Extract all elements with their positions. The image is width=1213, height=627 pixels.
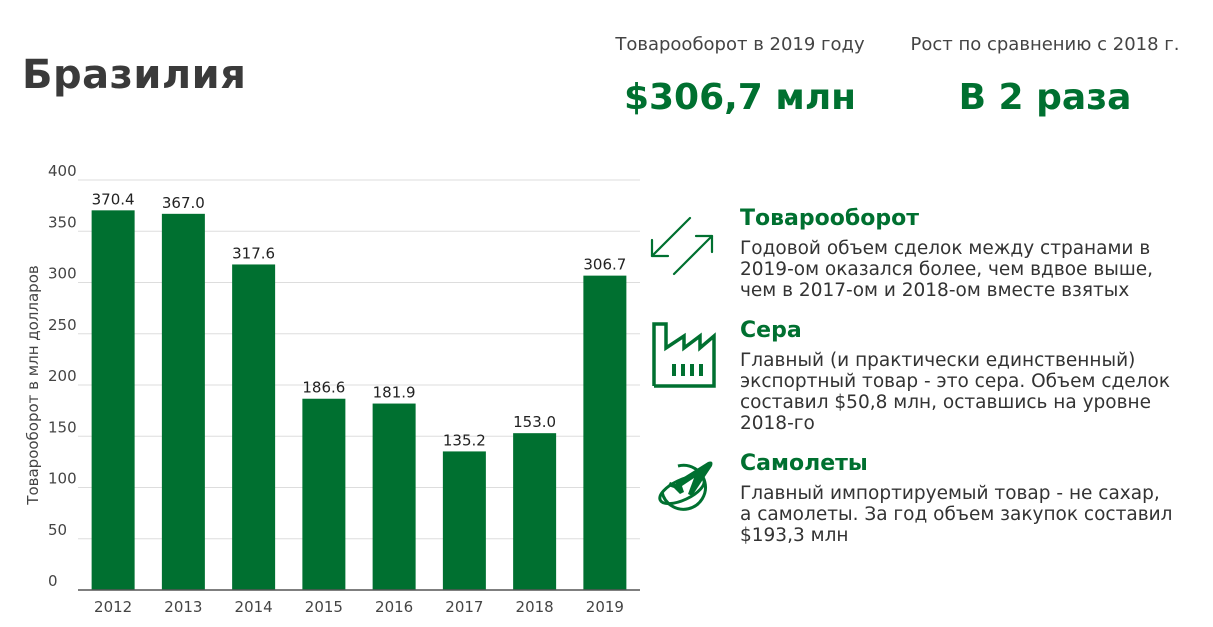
y-tick-label: 100	[48, 470, 77, 488]
country-title: Бразилия	[22, 52, 247, 98]
bar	[161, 213, 205, 590]
bar	[442, 451, 486, 590]
stat-turnover-value: $306,7 млн	[623, 77, 857, 118]
info-sulfur-title: Сера	[740, 318, 802, 343]
exchange-arrows-icon	[650, 216, 714, 276]
info-turnover-line: Годовой объем сделок между странами в	[740, 238, 1151, 259]
bar	[302, 398, 346, 590]
info-turnover-text: Годовой объем сделок между странами в 20…	[740, 238, 1200, 301]
info-aircraft-line: а самолеты. За год объем закупок состави…	[740, 504, 1173, 525]
stat-turnover-label: Товарооборот в 2019 году	[615, 34, 865, 55]
info-turnover: Товарооборот Годовой объем сделок между …	[740, 206, 1200, 301]
data-label: 186.6	[302, 379, 345, 397]
data-labels: 370.4 367.0 317.6 186.6 181.9 135.2 153.0 306.7	[92, 190, 627, 449]
x-tick-label: 2018	[516, 598, 554, 616]
x-tick-label: 2016	[375, 598, 413, 616]
x-tick-label: 2019	[586, 598, 624, 616]
stat-turnover: Товарооборот в 2019 году $306,7 млн	[600, 34, 880, 118]
y-tick-label: 0	[48, 572, 58, 590]
bar	[513, 433, 557, 590]
bar-chart: 0 50 100 150 200 250 300 350 400 370.4 367.0 317.6…	[24, 162, 640, 616]
info-turnover-title: Товарооборот	[740, 206, 919, 231]
x-tick-label: 2017	[445, 598, 483, 616]
y-tick-label: 50	[48, 521, 67, 539]
data-label: 370.4	[92, 190, 135, 208]
y-tick-label: 300	[48, 265, 77, 283]
info-aircraft: Самолеты Главный импортируемый товар - н…	[740, 451, 1200, 546]
y-axis-label: Товарооборот в млн долларов	[24, 265, 42, 505]
info-sulfur-line: Главный (и практически единственный)	[740, 350, 1136, 371]
x-tick-label: 2012	[94, 598, 132, 616]
y-tick-label: 350	[48, 213, 77, 231]
stat-growth-value: В 2 раза	[958, 77, 1132, 118]
info-aircraft-title: Самолеты	[740, 451, 868, 476]
y-tick-label: 200	[48, 367, 77, 385]
info-sulfur-line: 2018-го	[740, 413, 815, 434]
info-sulfur-line: экспортный товар - это сера. Объем сдело…	[740, 371, 1170, 392]
data-label: 181.9	[373, 384, 416, 402]
airplane-globe-icon	[658, 461, 713, 511]
factory-icon	[652, 322, 716, 388]
bar	[232, 264, 276, 590]
y-tick-label: 400	[48, 162, 77, 180]
bar	[91, 210, 135, 590]
data-label: 153.0	[513, 413, 556, 431]
x-tick-label: 2015	[305, 598, 343, 616]
stat-growth-label: Рост по сравнению с 2018 г.	[910, 34, 1180, 55]
info-sulfur-text: Главный (и практически единственный) экс…	[740, 350, 1200, 434]
info-turnover-line: чем в 2017-ом и 2018-ом вместе взятых	[740, 280, 1130, 301]
y-tick-labels: 0 50 100 150 200 250 300 350 400	[48, 162, 77, 590]
info-sulfur-line: составил $50,8 млн, оставшись на уровне	[740, 392, 1152, 413]
y-tick-label: 150	[48, 418, 77, 436]
info-turnover-line: 2019-ом оказался более, чем вдвое выше,	[740, 259, 1154, 280]
y-tick-label: 250	[48, 316, 77, 334]
stat-growth: Рост по сравнению с 2018 г. В 2 раза	[905, 34, 1185, 118]
x-tick-label: 2014	[235, 598, 273, 616]
x-tick-labels: 2012 2013 2014 2015 2016 2017 2018 2019	[94, 598, 624, 616]
x-tick-label: 2013	[164, 598, 202, 616]
data-label: 367.0	[162, 194, 205, 212]
info-aircraft-text: Главный импортируемый товар - не сахар, …	[740, 483, 1200, 546]
bar	[372, 403, 416, 590]
info-sulfur: Сера Главный (и практически единственный…	[740, 318, 1200, 434]
bar	[583, 275, 627, 590]
info-aircraft-line: $193,3 млн	[740, 525, 849, 546]
data-label: 135.2	[443, 431, 486, 449]
data-label: 306.7	[583, 256, 626, 274]
info-aircraft-line: Главный импортируемый товар - не сахар,	[740, 483, 1160, 504]
bars	[91, 210, 627, 590]
data-label: 317.6	[232, 244, 275, 262]
